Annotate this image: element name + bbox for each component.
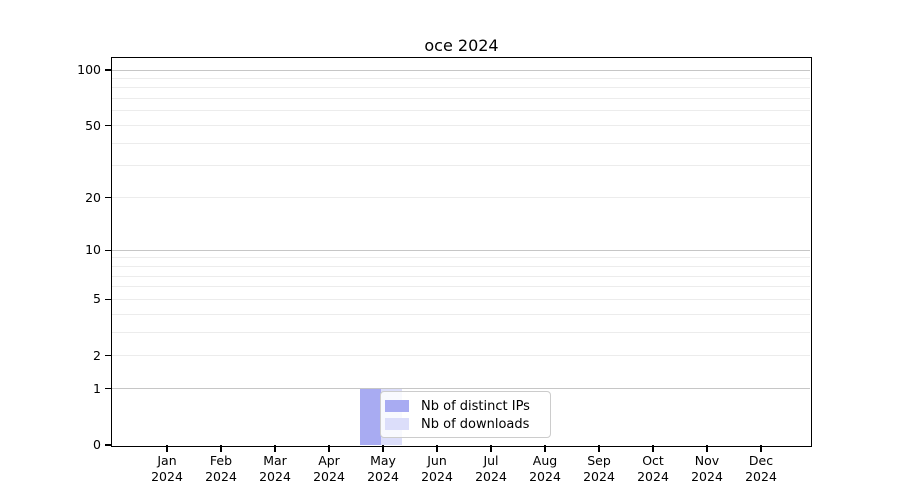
- gridline-minor-5: [112, 298, 810, 300]
- x-tick-label-may: May 2024: [367, 453, 399, 484]
- y-tick-20: [105, 196, 112, 199]
- gridline-minor-9: [112, 257, 810, 259]
- legend-label-distinct-ips: Nb of distinct IPs: [421, 398, 530, 414]
- y-tick-label-0: 0: [93, 437, 101, 452]
- gridline-minor-50: [112, 125, 810, 127]
- x-tick-label-jun: Jun 2024: [421, 453, 453, 484]
- x-tick-may: [382, 445, 384, 452]
- x-tick-apr: [328, 445, 330, 452]
- legend-item-distinct-ips: Nb of distinct IPs: [385, 398, 542, 414]
- y-tick-label-100: 100: [77, 62, 101, 77]
- gridline-major-100: [112, 69, 810, 71]
- x-tick-jun: [436, 445, 438, 452]
- x-tick-label-aug: Aug 2024: [529, 453, 561, 484]
- x-tick-jan: [166, 445, 168, 452]
- gridline-minor-6: [112, 286, 810, 288]
- gridline-minor-7: [112, 275, 810, 277]
- y-tick-label-20: 20: [85, 189, 101, 205]
- x-tick-feb: [220, 445, 222, 452]
- gridline-minor-4: [112, 313, 810, 315]
- x-tick-label-sep: Sep 2024: [583, 453, 615, 484]
- y-tick-10: [105, 249, 112, 251]
- x-tick-aug: [544, 445, 546, 452]
- y-tick-1: [105, 388, 112, 390]
- y-tick-2: [105, 355, 112, 357]
- y-tick-label-2: 2: [93, 347, 101, 363]
- x-tick-label-mar: Mar 2024: [259, 453, 291, 484]
- gridline-minor-20: [112, 197, 810, 199]
- legend-swatch-downloads: [385, 418, 409, 430]
- gridline-minor-8: [112, 265, 810, 267]
- gridline-minor-30: [112, 165, 810, 167]
- x-tick-nov: [706, 445, 708, 452]
- x-tick-label-jul: Jul 2024: [475, 453, 507, 484]
- chart-title: oce 2024: [424, 36, 499, 55]
- x-tick-label-nov: Nov 2024: [691, 453, 723, 484]
- x-tick-oct: [652, 445, 654, 452]
- x-tick-jul: [490, 445, 492, 452]
- y-tick-5: [105, 298, 112, 301]
- gridline-minor-2: [112, 355, 810, 357]
- x-tick-label-apr: Apr 2024: [313, 453, 345, 484]
- legend: Nb of distinct IPs Nb of downloads: [380, 391, 551, 438]
- y-tick-label-50: 50: [85, 117, 101, 133]
- gridline-minor-40: [112, 142, 810, 144]
- x-tick-mar: [274, 445, 276, 452]
- legend-swatch-distinct-ips: [385, 400, 409, 412]
- gridline-minor-90: [112, 77, 810, 79]
- x-tick-label-feb: Feb 2024: [205, 453, 237, 484]
- gridline-major-1: [112, 388, 810, 390]
- legend-label-downloads: Nb of downloads: [421, 416, 530, 432]
- gridline-minor-3: [112, 331, 810, 333]
- legend-item-downloads: Nb of downloads: [385, 416, 542, 432]
- x-tick-label-jan: Jan 2024: [151, 453, 183, 484]
- bar-nb-of-distinct-ips-may: [359, 388, 381, 445]
- x-tick-label-dec: Dec 2024: [745, 453, 777, 484]
- x-tick-dec: [760, 445, 762, 452]
- gridline-minor-60: [112, 110, 810, 112]
- gridline-minor-80: [112, 87, 810, 89]
- y-tick-50: [105, 124, 112, 127]
- y-tick-100: [105, 69, 112, 71]
- x-tick-sep: [598, 445, 600, 452]
- y-tick-0: [105, 444, 112, 446]
- gridline-minor-70: [112, 98, 810, 100]
- y-tick-label-10: 10: [85, 242, 101, 258]
- y-tick-label-5: 5: [93, 291, 101, 307]
- y-tick-label-1: 1: [93, 380, 101, 396]
- gridline-major-10: [112, 249, 810, 251]
- x-tick-label-oct: Oct 2024: [637, 453, 669, 484]
